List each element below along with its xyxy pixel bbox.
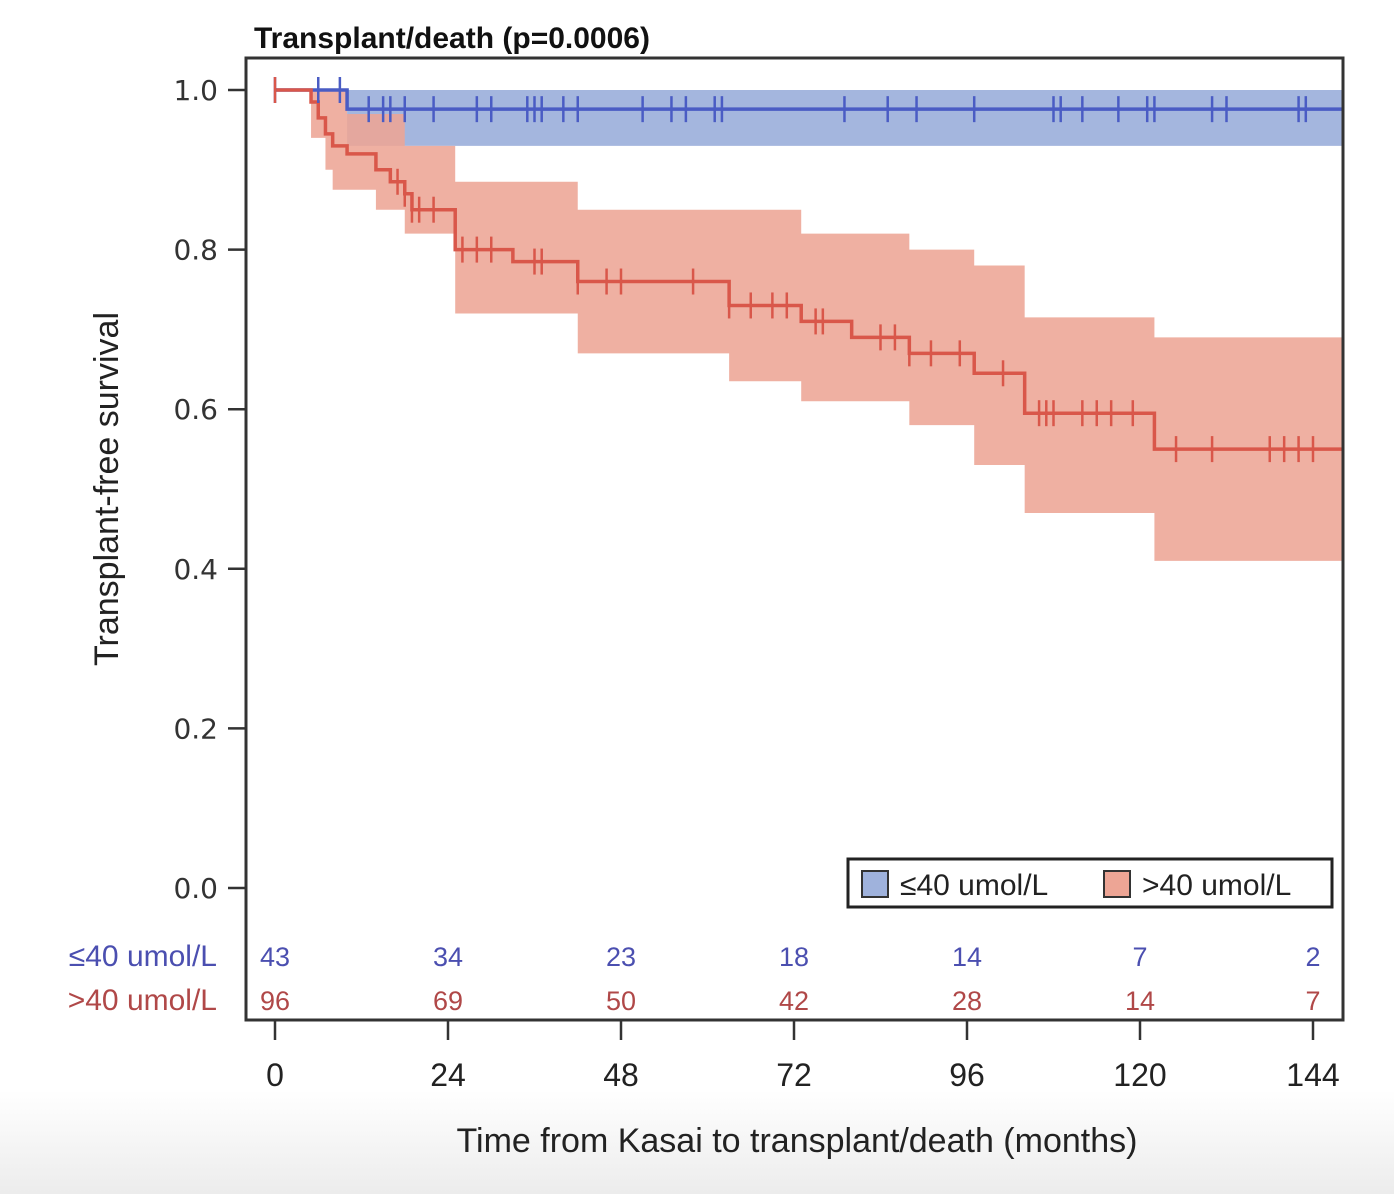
legend-label-low: ≤40 umol/L [900,869,1048,902]
legend: ≤40 umol/L >40 umol/L [846,857,1334,909]
x-tick-label: 48 [603,1057,639,1093]
risk-count: 50 [606,986,636,1016]
legend-swatch-low [861,870,889,898]
y-axis: 0.0 0.2 0.4 0.6 0.8 1.0 [173,74,246,905]
risk-count: 34 [433,942,463,972]
legend-box [846,857,1334,909]
confidence-band-1 [311,90,1344,561]
risk-count: 69 [433,986,463,1016]
x-tick-label: 96 [949,1057,985,1093]
censor-marks [273,77,1315,463]
risk-count: 7 [1132,942,1147,972]
y-tick-label: 0.4 [173,553,218,586]
x-tick-label: 0 [266,1057,284,1093]
survival-curve-1 [275,88,1343,451]
chart-title: Transplant/death (p=0.0006) [254,22,650,55]
risk-count: 42 [779,986,809,1016]
x-tick-label: 24 [430,1057,466,1093]
y-tick-label: 1.0 [173,74,218,107]
risk-count: 7 [1305,986,1320,1016]
y-axis-title: Transplant-free survival [88,312,126,666]
y-tick-label: 0.2 [173,712,218,745]
legend-swatch-high [1103,870,1131,898]
risk-count: 28 [952,986,982,1016]
y-tick-label: 0.6 [173,393,218,426]
risk-row-label: ≤40 umol/L [69,940,217,973]
risk-count: 14 [952,942,982,972]
x-axis-title: Time from Kasai to transplant/death (mon… [457,1122,1138,1160]
x-tick-label: 120 [1113,1057,1166,1093]
x-tick-label: 144 [1286,1057,1339,1093]
y-tick-label: 0.8 [173,234,218,267]
x-tick-label: 72 [776,1057,812,1093]
confidence-bands [311,90,1344,561]
risk-row-label: >40 umol/L [68,984,217,1017]
risk-count: 18 [779,942,809,972]
risk-count: 2 [1305,942,1320,972]
risk-count: 14 [1125,986,1155,1016]
risk-count: 43 [260,942,290,972]
x-axis: 0 24 48 72 96 120 144 [266,1020,1340,1093]
risk-count: 96 [260,986,290,1016]
y-tick-label: 0.0 [173,872,218,905]
risk-count: 23 [606,942,636,972]
risk-table: ≤40 umol/L 43 34 23 18 14 7 2 >40 umol/L 96 69 50 42… [68,940,1321,1017]
legend-label-high: >40 umol/L [1142,869,1291,902]
